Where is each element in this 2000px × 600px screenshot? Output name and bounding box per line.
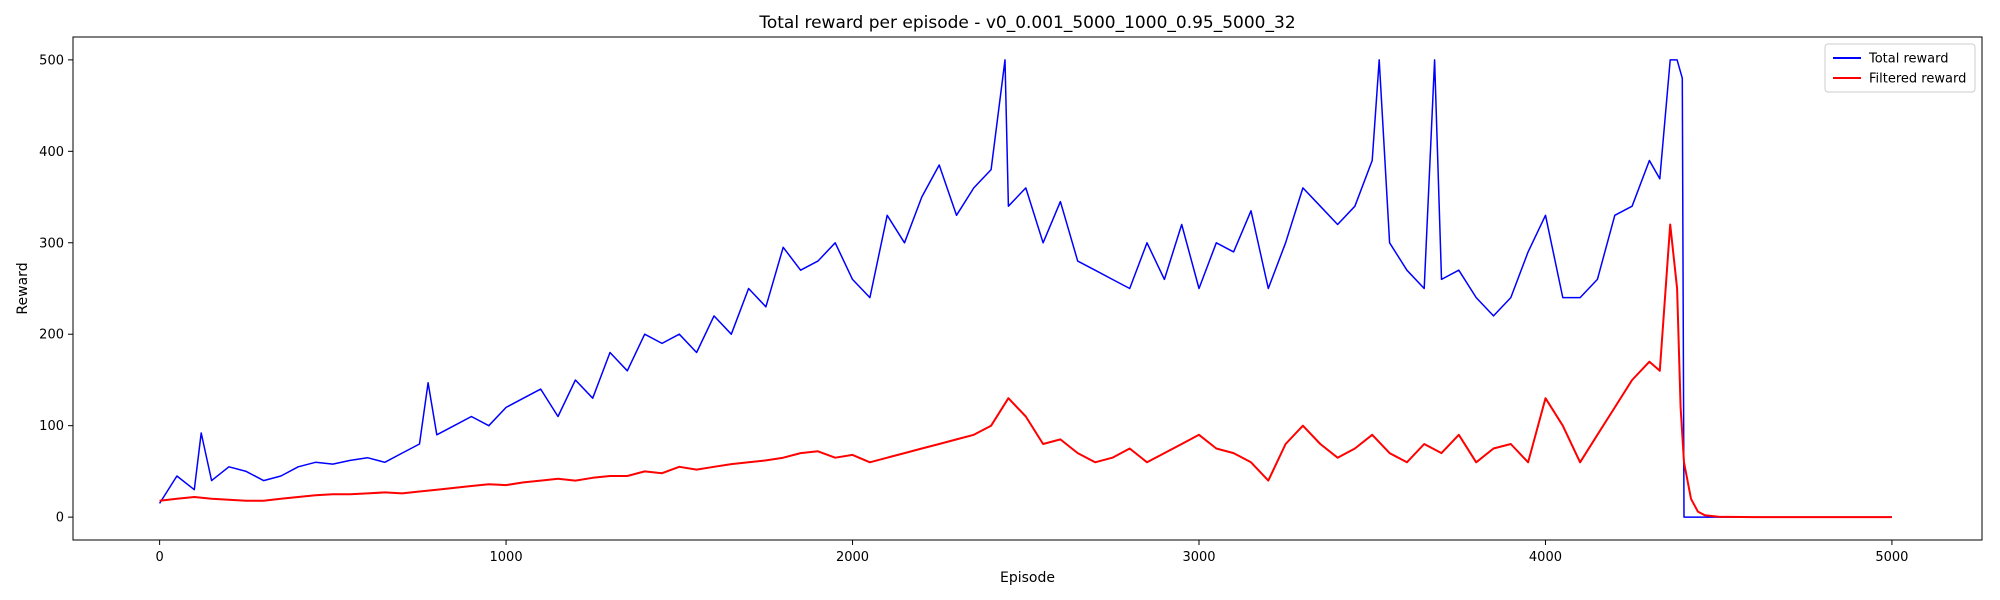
- legend-entry-filtered-reward: Filtered reward: [1869, 72, 1966, 87]
- y-tick-label: 400: [39, 145, 64, 160]
- x-tick-label: 5000: [1875, 550, 1908, 565]
- chart-title: Total reward per episode - v0_0.001_5000…: [758, 13, 1295, 33]
- x-tick-label: 1000: [490, 550, 523, 565]
- y-tick-label: 300: [39, 236, 64, 251]
- legend-box: [1824, 43, 1976, 93]
- y-axis-ticks: 0 100 200 300 400 500: [39, 53, 73, 526]
- x-axis-label: Episode: [1000, 570, 1055, 586]
- y-axis-label: Reward: [15, 262, 31, 314]
- y-tick-label: 0: [56, 511, 64, 526]
- series-line-total-reward: [158, 59, 1892, 518]
- x-axis-ticks: 0 1000 2000 3000 4000 5000: [155, 540, 1908, 565]
- y-tick-label: 100: [39, 419, 64, 434]
- legend-entry-total-reward: Total reward: [1868, 52, 1949, 67]
- x-tick-label: 3000: [1182, 550, 1215, 565]
- y-tick-label: 500: [39, 53, 64, 68]
- x-tick-label: 0: [155, 550, 163, 565]
- y-tick-label: 200: [39, 328, 64, 343]
- x-tick-label: 4000: [1529, 550, 1562, 565]
- plot-frame: [72, 36, 1983, 541]
- series-line-filtered-reward: [159, 223, 1892, 519]
- x-tick-label: 2000: [836, 550, 869, 565]
- series-layer: [158, 59, 1892, 519]
- legend: Total reward Filtered reward: [1824, 43, 1976, 93]
